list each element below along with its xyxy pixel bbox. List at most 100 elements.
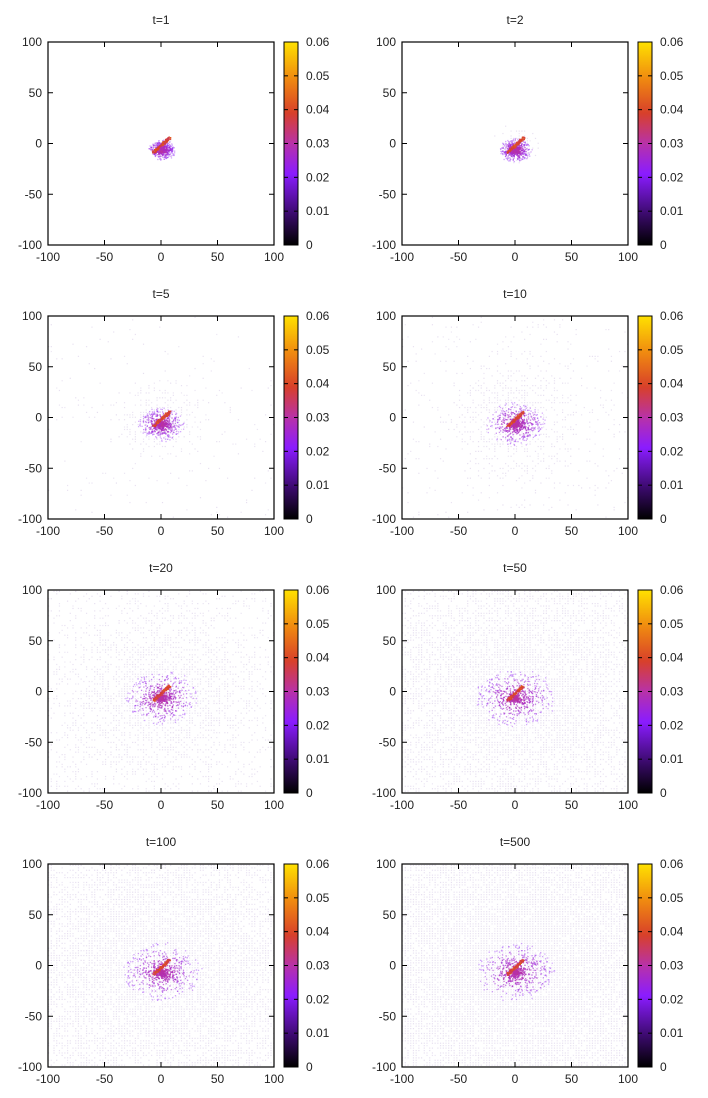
y-tick-label: 100 — [22, 857, 42, 871]
y-tick-label: 100 — [22, 583, 42, 597]
panel-title: t=5 — [152, 287, 169, 301]
panel-title: t=500 — [500, 835, 531, 849]
colorbar — [284, 42, 298, 245]
x-tick-label: 50 — [211, 798, 225, 812]
x-tick-label: 50 — [211, 524, 225, 538]
heatmap-panel: t=5 -100 -50 0 50 100 100 50 0 -50 -100 0.06 0.05 0.0… — [18, 287, 330, 538]
x-tick-label: 50 — [211, 1072, 225, 1086]
y-tick-label: -100 — [18, 1060, 42, 1074]
x-tick-label: -50 — [450, 798, 468, 812]
colorbar-tick-label: 0.06 — [660, 583, 684, 597]
colorbar-tick-label: 0.06 — [306, 309, 330, 323]
colorbar-tick-label: 0.02 — [306, 444, 330, 458]
x-tick-label: 50 — [565, 524, 579, 538]
y-tick-label: -100 — [372, 512, 396, 526]
y-tick-label: 0 — [389, 959, 396, 973]
colorbar-tick-label: 0.04 — [660, 377, 684, 391]
x-tick-label: -100 — [36, 250, 60, 264]
y-tick-label: -100 — [18, 238, 42, 252]
colorbar-tick-label: 0.03 — [660, 685, 684, 699]
x-tick-label: -100 — [390, 1072, 414, 1086]
colorbar — [284, 316, 298, 519]
y-tick-label: 0 — [35, 685, 42, 699]
x-tick-label: -100 — [390, 250, 414, 264]
y-tick-label: 50 — [29, 908, 43, 922]
x-tick-label: 100 — [618, 524, 638, 538]
y-tick-label: 100 — [376, 857, 396, 871]
colorbar-tick-label: 0.02 — [660, 718, 684, 732]
colorbar-tick-label: 0.05 — [660, 617, 684, 631]
heatmap-panel: t=500 -100 -50 0 50 100 100 50 0 -50 -100 0.06 0.05 0… — [372, 835, 684, 1086]
colorbar-tick-label: 0.03 — [660, 411, 684, 425]
colorbar-tick-label: 0.06 — [660, 35, 684, 49]
y-tick-label: 50 — [383, 908, 397, 922]
colorbar-tick-label: 0.02 — [660, 170, 684, 184]
heatmap-field — [48, 590, 274, 792]
y-tick-label: 100 — [376, 583, 396, 597]
colorbar-tick-label: 0.01 — [306, 752, 330, 766]
heatmap-panel: t=100 -100 -50 0 50 100 100 50 0 -50 -100 0.06 0.05 0… — [18, 835, 330, 1086]
x-tick-label: 0 — [158, 1072, 165, 1086]
x-tick-label: 50 — [565, 1072, 579, 1086]
x-tick-label: 100 — [618, 250, 638, 264]
colorbar-tick-label: 0 — [660, 1060, 667, 1074]
heatmap-panel: t=1 -100 -50 0 50 100 100 50 0 -50 -100 0.06 0.05 0.0… — [18, 13, 330, 264]
heatmap-panel: t=50 -100 -50 0 50 100 100 50 0 -50 -100 0.06 0.05 0.… — [372, 561, 684, 812]
x-tick-label: 0 — [512, 524, 519, 538]
colorbar-tick-label: 0.04 — [660, 651, 684, 665]
colorbar-tick-label: 0.04 — [306, 651, 330, 665]
colorbar-tick-label: 0 — [306, 512, 313, 526]
panel-title: t=2 — [506, 13, 523, 27]
colorbar-tick-label: 0.06 — [306, 35, 330, 49]
y-tick-label: 100 — [22, 35, 42, 49]
y-tick-label: -50 — [25, 735, 43, 749]
y-tick-label: 0 — [389, 685, 396, 699]
heatmap-panel: t=20 -100 -50 0 50 100 100 50 0 -50 -100 0.06 0.05 0.… — [18, 561, 330, 812]
y-tick-label: 50 — [29, 86, 43, 100]
colorbar-tick-label: 0.05 — [660, 891, 684, 905]
colorbar-tick-label: 0.02 — [660, 992, 684, 1006]
y-tick-label: 100 — [376, 35, 396, 49]
colorbar-tick-label: 0.01 — [306, 478, 330, 492]
colorbar — [638, 316, 652, 519]
colorbar-tick-label: 0.01 — [306, 204, 330, 218]
colorbar-tick-label: 0 — [660, 786, 667, 800]
colorbar — [284, 590, 298, 793]
colorbar-tick-label: 0.06 — [660, 309, 684, 323]
colorbar-tick-label: 0.02 — [660, 444, 684, 458]
x-tick-label: 100 — [618, 798, 638, 812]
heatmap-field — [494, 125, 539, 164]
colorbar-tick-label: 0.03 — [306, 137, 330, 151]
x-tick-label: 0 — [158, 250, 165, 264]
colorbar-tick-label: 0.01 — [660, 752, 684, 766]
colorbar-tick-label: 0.04 — [306, 925, 330, 939]
y-tick-label: -50 — [379, 187, 397, 201]
y-tick-label: -50 — [379, 1009, 397, 1023]
y-tick-label: -100 — [372, 238, 396, 252]
x-tick-label: -100 — [390, 798, 414, 812]
x-tick-label: -50 — [96, 524, 114, 538]
plot-frame — [401, 863, 629, 1068]
colorbar-tick-label: 0.06 — [306, 583, 330, 597]
x-tick-label: -50 — [96, 250, 114, 264]
colorbar-tick-label: 0.06 — [660, 857, 684, 871]
panel-title: t=1 — [152, 13, 169, 27]
y-tick-label: 100 — [22, 309, 42, 323]
x-tick-label: -50 — [96, 1072, 114, 1086]
x-tick-label: 50 — [565, 798, 579, 812]
colorbar-tick-label: 0 — [306, 1060, 313, 1074]
y-tick-label: -50 — [25, 1009, 43, 1023]
x-tick-label: 0 — [158, 524, 165, 538]
colorbar-tick-label: 0.04 — [660, 925, 684, 939]
heatmap-panel: t=2 -100 -50 0 50 100 100 50 0 -50 -100 0.06 0.05 0.0… — [372, 13, 684, 264]
heatmap-field — [402, 864, 628, 1066]
x-tick-label: 50 — [211, 250, 225, 264]
y-tick-label: 50 — [383, 86, 397, 100]
x-tick-label: 0 — [512, 1072, 519, 1086]
y-tick-label: 0 — [389, 137, 396, 151]
x-tick-label: 100 — [264, 524, 284, 538]
y-tick-label: 50 — [29, 634, 43, 648]
panel-title: t=100 — [146, 835, 177, 849]
y-tick-label: -50 — [25, 187, 43, 201]
y-tick-label: 50 — [383, 634, 397, 648]
